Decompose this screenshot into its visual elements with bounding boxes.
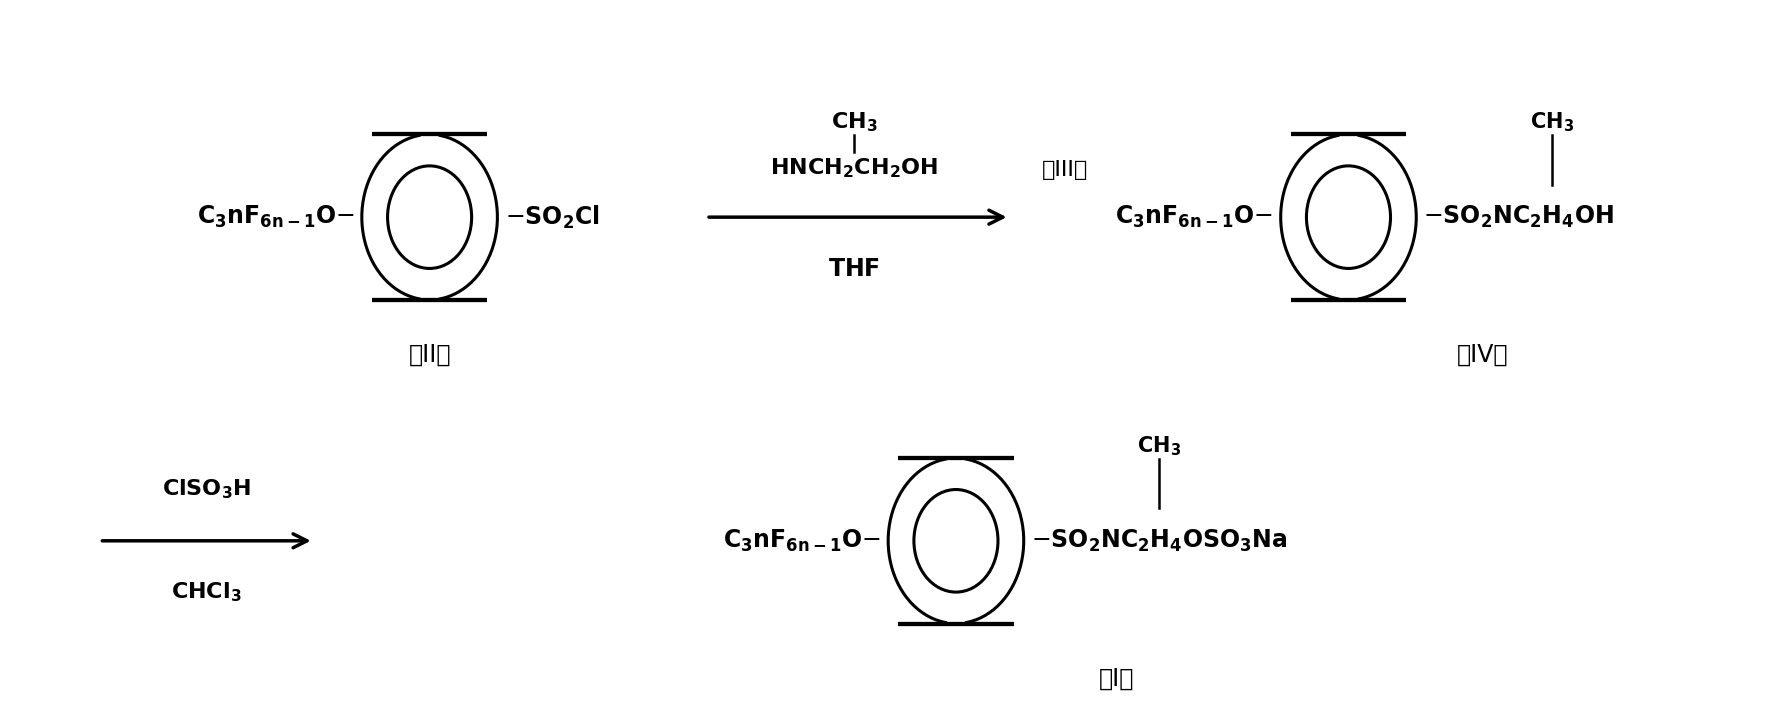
Text: $\mathbf{ClSO_3H}$: $\mathbf{ClSO_3H}$ <box>163 478 252 501</box>
Text: $-$$\mathbf{SO_2Cl}$: $-$$\mathbf{SO_2Cl}$ <box>504 204 599 231</box>
Text: （III）: （III） <box>1042 160 1088 180</box>
Text: $\mathbf{CH_3}$: $\mathbf{CH_3}$ <box>831 111 877 134</box>
Text: $\mathbf{C_3nF_{6n-1}O}$$-$: $\mathbf{C_3nF_{6n-1}O}$$-$ <box>724 528 881 554</box>
Text: $\mathbf{CH_3}$: $\mathbf{CH_3}$ <box>1137 435 1181 458</box>
Text: $\mathbf{C_3nF_{6n-1}O}$$-$: $\mathbf{C_3nF_{6n-1}O}$$-$ <box>1115 204 1274 230</box>
Text: $\mathbf{C_3nF_{6n-1}O}$$-$: $\mathbf{C_3nF_{6n-1}O}$$-$ <box>197 204 354 230</box>
Text: （I）: （I） <box>1099 666 1135 691</box>
Text: $-$$\mathbf{SO_2NC_2H_4OSO_3Na}$: $-$$\mathbf{SO_2NC_2H_4OSO_3Na}$ <box>1031 528 1287 554</box>
Text: $\mathbf{HNCH_2CH_2OH}$: $\mathbf{HNCH_2CH_2OH}$ <box>770 156 938 180</box>
Text: $\mathbf{CHCl_3}$: $\mathbf{CHCl_3}$ <box>172 580 241 604</box>
Text: （II）: （II） <box>409 343 450 367</box>
Text: $-$$\mathbf{SO_2NC_2H_4OH}$: $-$$\mathbf{SO_2NC_2H_4OH}$ <box>1424 204 1614 230</box>
Text: （IV）: （IV） <box>1456 343 1508 367</box>
Text: $\mathbf{CH_3}$: $\mathbf{CH_3}$ <box>1530 111 1574 134</box>
Text: $\mathbf{THF}$: $\mathbf{THF}$ <box>827 257 881 281</box>
